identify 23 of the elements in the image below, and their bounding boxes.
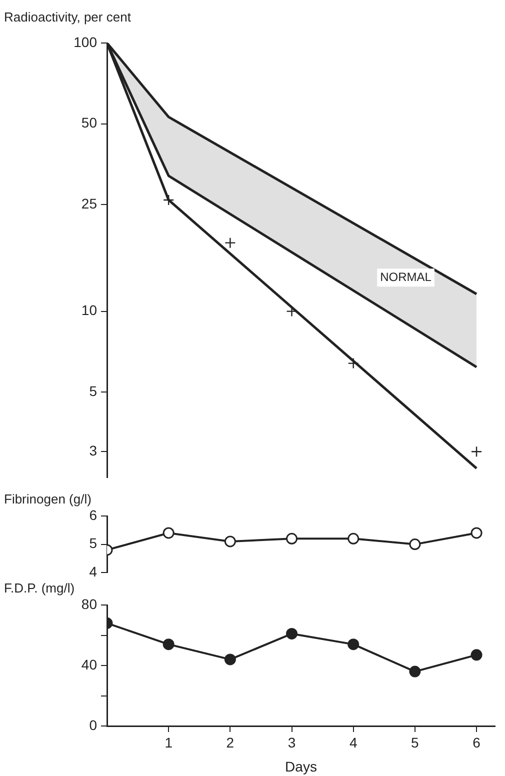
y-tick-label: 5 (89, 382, 98, 399)
y-tick-label: 25 (81, 195, 98, 212)
x-axis-title: Days (285, 758, 317, 774)
y-tick-label: 50 (81, 114, 98, 131)
y-axis-title: Radioactivity, per cent (4, 10, 132, 25)
y-tick-label: 5 (89, 535, 98, 552)
y-tick-label: 0 (89, 716, 98, 733)
x-tick-label: 2 (226, 734, 234, 750)
x-tick-label: 4 (349, 734, 358, 750)
y-axis-title: Fibrinogen (g/l) (4, 492, 92, 507)
x-tick-label: 5 (411, 734, 420, 750)
x-tick-label: 1 (164, 734, 173, 750)
annotation: NORMAL (380, 270, 432, 284)
y-tick-label: 100 (74, 34, 98, 50)
y-tick-label: 3 (89, 442, 98, 458)
y-tick-label: 80 (81, 596, 98, 612)
y-tick-label: 10 (81, 302, 98, 318)
x-tick-label: 6 (472, 734, 481, 750)
x-tick-label: 3 (288, 734, 296, 750)
y-tick-label: 40 (81, 656, 98, 672)
y-axis-title: F.D.P. (mg/l) (4, 580, 75, 596)
y-tick-label: 4 (89, 563, 98, 580)
y-tick-label: 6 (89, 506, 98, 523)
